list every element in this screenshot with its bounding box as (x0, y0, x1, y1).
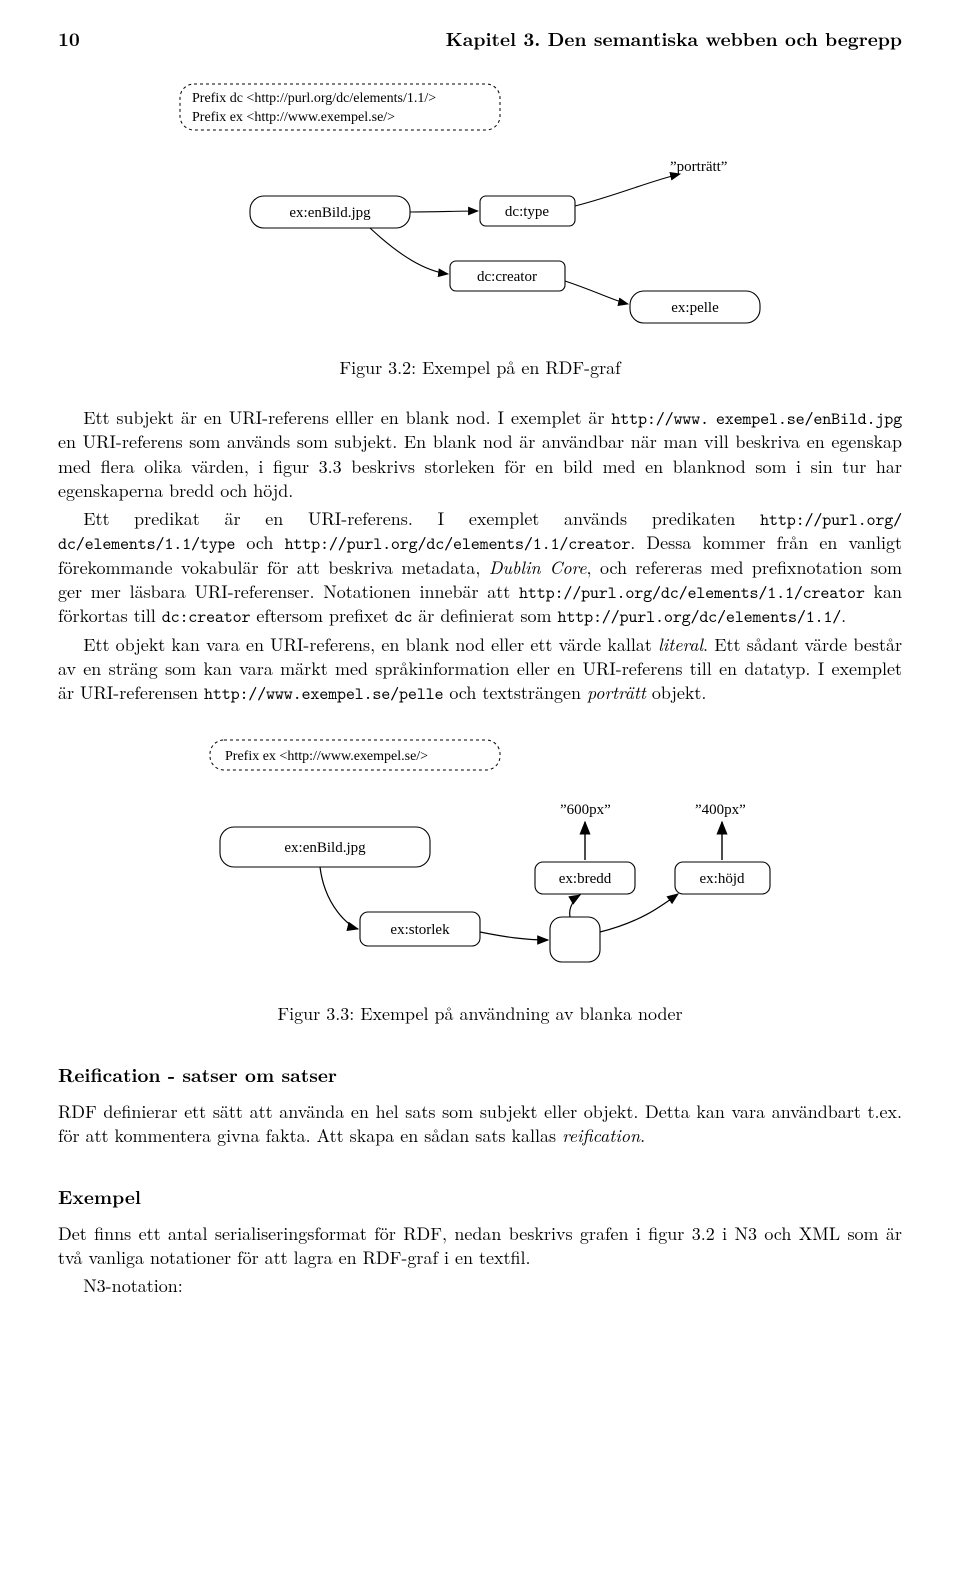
edge-type: dc:type (505, 204, 549, 220)
paragraph-example-intro: Det finns ett antal serialiseringsformat… (58, 1222, 902, 1271)
literal-600: ”600px” (560, 802, 611, 818)
prefix-ex-2: Prefix ex <http://www.exempel.se/> (225, 749, 428, 764)
node-pelle: ex:pelle (671, 300, 719, 316)
section-reification-head: Reification - satser om satser (58, 1062, 902, 1088)
paragraph-predicate: Ett predikat är en URI-referens. I exemp… (58, 507, 902, 629)
paragraph-object: Ett objekt kan vara en URI-referens, en … (58, 633, 902, 706)
running-title: Kapitel 3. Den semantiska webben och beg… (446, 26, 902, 52)
figure-caption-1: Figur 3.2: Exempel på en RDF-graf (58, 356, 902, 380)
edge-creator: dc:creator (477, 269, 537, 285)
edge-bredd: ex:bredd (559, 871, 612, 887)
edge-hojd: ex:höjd (700, 871, 745, 887)
edge-storlek: ex:storlek (390, 922, 450, 938)
figure-blank-nodes: Prefix ex <http://www.exempel.se/> ”600p… (150, 732, 810, 992)
prefix-dc: Prefix dc <http://purl.org/dc/elements/1… (192, 91, 436, 106)
literal-portratt: ”porträtt” (670, 159, 727, 175)
running-header: 10 Kapitel 3. Den semantiska webben och … (58, 26, 902, 52)
node-subject: ex:enBild.jpg (289, 205, 371, 221)
paragraph-subject: Ett subjekt är en URI-referens elller en… (58, 406, 902, 503)
page-number: 10 (58, 26, 80, 52)
node-subject-2: ex:enBild.jpg (284, 840, 366, 856)
prefix-ex: Prefix ex <http://www.exempel.se/> (192, 110, 395, 125)
paragraph-n3-label: N3-notation: (58, 1274, 902, 1298)
literal-400: ”400px” (695, 802, 746, 818)
figure-caption-2: Figur 3.3: Exempel på användning av blan… (58, 1002, 902, 1026)
figure-rdf-graph: Prefix dc <http://purl.org/dc/elements/1… (160, 76, 800, 346)
paragraph-reification: RDF definierar ett sätt att använda en h… (58, 1100, 902, 1149)
section-example-head: Exempel (58, 1184, 902, 1210)
